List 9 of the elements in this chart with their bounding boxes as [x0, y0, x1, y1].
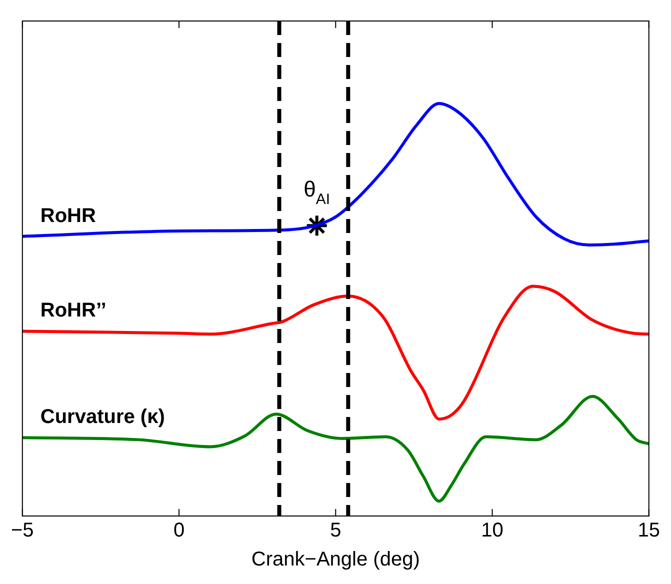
series-label: RoHR’’: [40, 300, 106, 322]
x-tick-label: 15: [638, 520, 660, 542]
x-tick-label: 5: [330, 520, 342, 542]
series-label: RoHR: [40, 204, 97, 227]
x-tick-label: −5: [10, 520, 34, 542]
x-tick-label: 0: [173, 520, 185, 542]
x-axis-title: Crank−Angle (deg): [251, 548, 420, 571]
x-tick-label: 10: [481, 520, 504, 542]
series-label: Curvature (κ): [40, 406, 165, 428]
